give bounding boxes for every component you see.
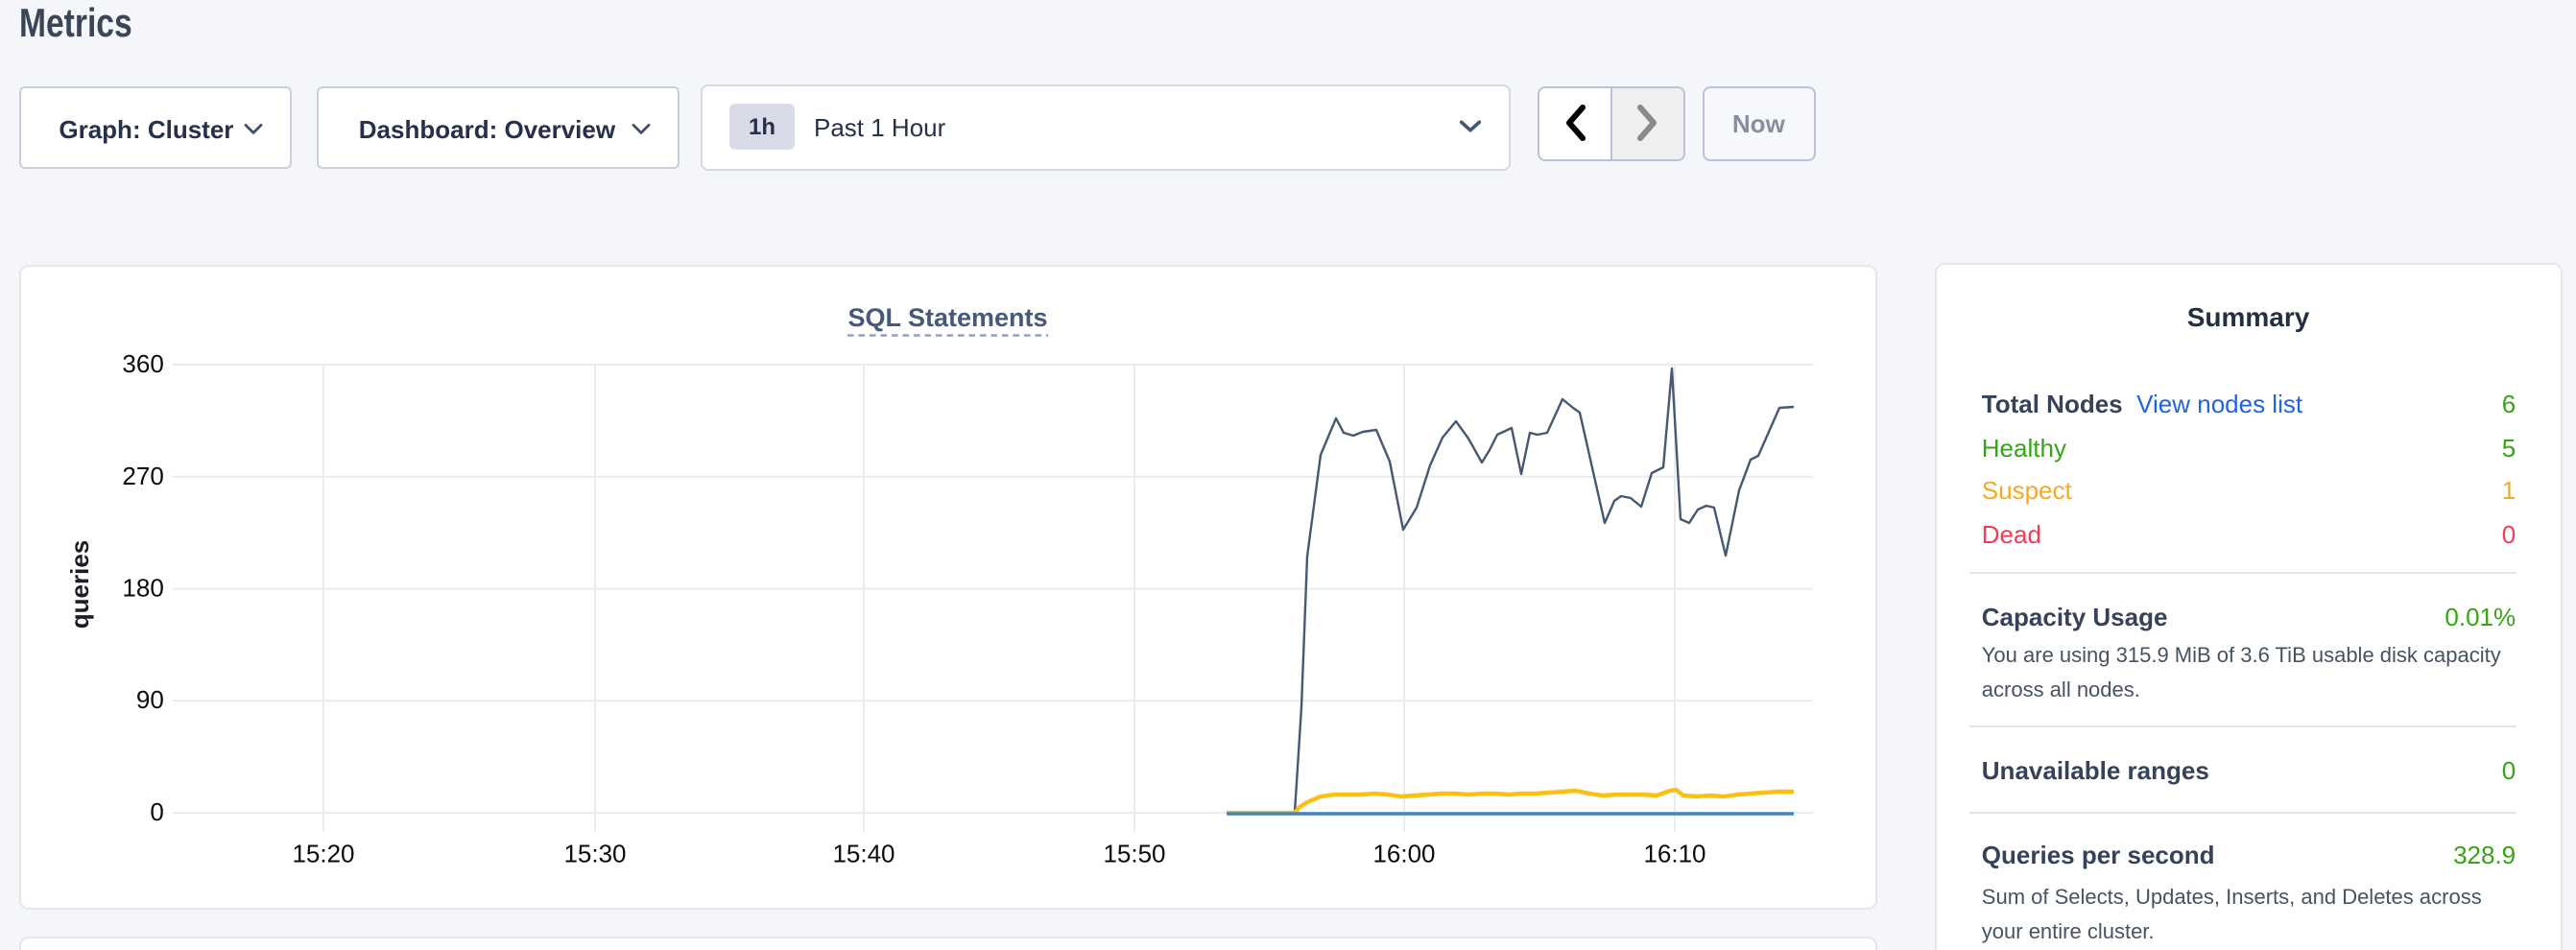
svg-text:90: 90 xyxy=(136,684,164,713)
svg-text:270: 270 xyxy=(122,461,163,489)
svg-text:180: 180 xyxy=(122,573,163,602)
svg-text:15:20: 15:20 xyxy=(292,838,354,867)
svg-text:15:50: 15:50 xyxy=(1103,838,1165,867)
svg-text:360: 360 xyxy=(122,348,163,377)
svg-text:15:30: 15:30 xyxy=(563,838,626,867)
svg-text:16:10: 16:10 xyxy=(1643,838,1705,867)
svg-text:SQL Statements: SQL Statements xyxy=(847,302,1047,331)
svg-text:15:40: 15:40 xyxy=(832,838,894,867)
svg-text:0: 0 xyxy=(150,796,163,825)
svg-text:16:00: 16:00 xyxy=(1372,838,1435,867)
svg-text:queries: queries xyxy=(65,539,94,629)
